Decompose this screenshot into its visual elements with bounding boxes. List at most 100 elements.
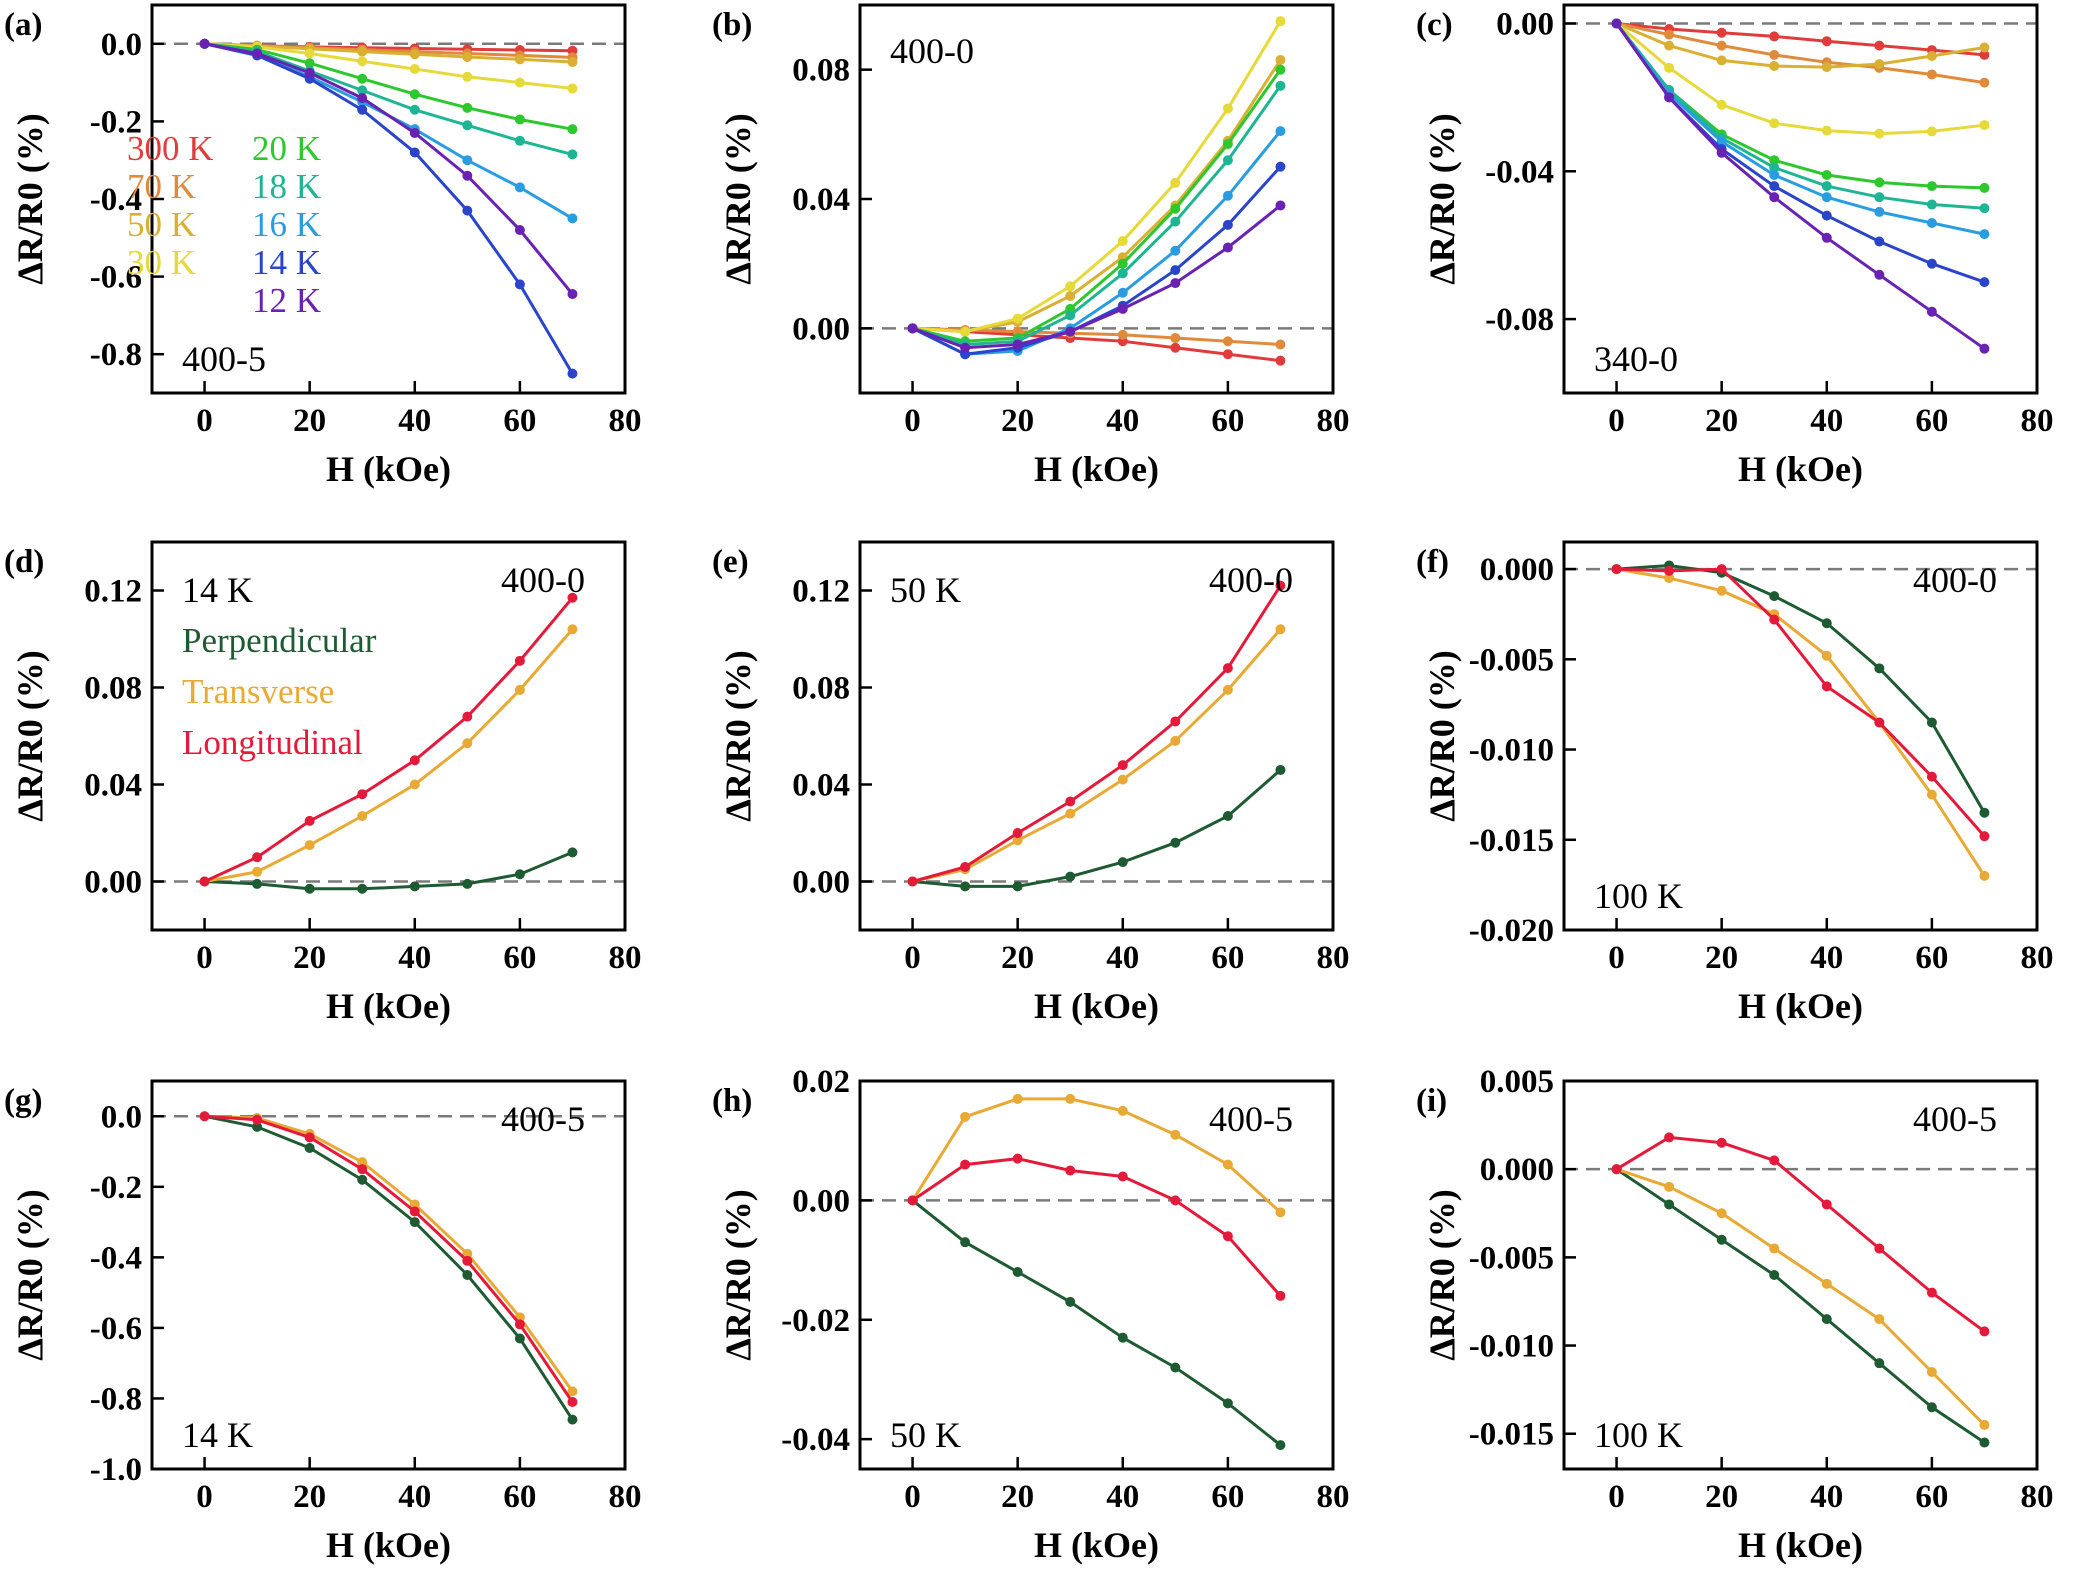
data-point — [1222, 190, 1233, 201]
y-axis-title: ΔR/R0 (%) — [718, 650, 758, 822]
data-point — [514, 135, 525, 146]
data-point — [1874, 206, 1885, 217]
x-tick-label: 20 — [1001, 403, 1034, 439]
y-tick-label: -0.015 — [1469, 1417, 1554, 1453]
y-tick-label: 0.12 — [84, 574, 142, 610]
series-line-1 — [204, 1114, 574, 1393]
x-tick-label: 60 — [1915, 1479, 1948, 1515]
data-point — [567, 1386, 578, 1397]
legend-entry: 20 K — [252, 129, 321, 168]
sample-annotation: 400-5 — [182, 339, 266, 379]
x-tick-label: 80 — [609, 940, 642, 976]
x-tick-label: 40 — [1106, 1479, 1139, 1515]
data-point — [1821, 181, 1832, 192]
data-point — [1012, 339, 1023, 350]
x-tick-label: 80 — [609, 403, 642, 439]
y-tick-label: -0.4 — [90, 1240, 142, 1276]
data-point — [1611, 18, 1622, 29]
y-axis-title: ΔR/R0 (%) — [718, 1189, 758, 1361]
data-point — [1874, 128, 1885, 139]
series-line-4 — [912, 68, 1282, 343]
series-line-1 — [912, 628, 1282, 883]
data-point — [1170, 177, 1181, 188]
legend-entry: Longitudinal — [182, 723, 363, 762]
data-point — [462, 711, 473, 722]
data-point — [1874, 40, 1885, 51]
data-point — [1664, 40, 1675, 51]
series-line-0 — [1615, 1167, 1986, 1444]
data-point — [1222, 811, 1233, 822]
data-point — [1926, 717, 1937, 728]
data-point — [1275, 580, 1286, 591]
data-point — [1117, 303, 1128, 314]
data-point — [1979, 229, 1990, 240]
legend-entry: 12 K — [252, 281, 321, 320]
temperature-annotation: 50 K — [890, 1415, 961, 1455]
series-line-2 — [911, 1157, 1282, 1297]
data-point — [567, 368, 578, 379]
data-point — [1821, 169, 1832, 180]
series-line-1 — [1616, 567, 1986, 877]
data-point — [1926, 199, 1937, 210]
data-point — [252, 48, 263, 59]
data-point — [1117, 236, 1128, 247]
data-point — [1275, 54, 1286, 65]
series-line-0 — [912, 326, 1281, 363]
panel-f: 0 20 40 60 80 0.000 -0.005 -0.010 -0.015 -0.020 H … — [1416, 540, 2054, 1026]
data-point — [1926, 258, 1937, 269]
data-point — [1222, 663, 1233, 674]
y-tick-label: -0.015 — [1469, 823, 1554, 859]
data-point — [1821, 125, 1832, 136]
sample-annotation: 400-5 — [1209, 1099, 1293, 1139]
data-point — [514, 225, 525, 236]
data-point — [1769, 614, 1780, 625]
data-point — [1926, 181, 1937, 192]
legend-entry: 70 K — [127, 167, 196, 206]
data-point — [409, 779, 420, 790]
y-tick-label: -0.8 — [90, 337, 142, 373]
series-line-0 — [1616, 22, 1985, 57]
data-point — [1275, 16, 1286, 27]
legend-entry: 18 K — [252, 167, 321, 206]
series-line-8 — [204, 42, 574, 296]
data-point — [1222, 1159, 1233, 1170]
data-point — [1716, 27, 1727, 38]
panel-label: (a) — [4, 7, 42, 43]
y-tick-label: -0.020 — [1469, 913, 1554, 949]
series-line-8 — [912, 204, 1282, 350]
temperature-annotation: 100 K — [1594, 876, 1683, 916]
x-tick-label: 80 — [1317, 1479, 1350, 1515]
x-tick-label: 60 — [1915, 940, 1948, 976]
data-point — [1222, 1398, 1233, 1409]
data-point — [1117, 329, 1128, 340]
data-point — [1979, 77, 1990, 88]
data-point — [1012, 828, 1023, 838]
data-point — [1716, 1234, 1727, 1245]
panel-c: 0 20 40 60 80 0.00 -0.04 -0.08 H (kOe) ΔR/R0 (%) (… — [1416, 3, 2054, 489]
data-point — [1170, 1129, 1181, 1140]
x-axis-title: H (kOe) — [1034, 1525, 1159, 1565]
data-point — [1926, 218, 1937, 229]
data-point — [1874, 177, 1885, 188]
data-point — [1012, 881, 1023, 892]
y-tick-label: 0.00 — [792, 865, 850, 901]
data-point — [1874, 59, 1885, 70]
data-point — [1716, 1208, 1727, 1219]
data-point — [1926, 50, 1937, 61]
data-point — [357, 789, 368, 800]
data-point — [1065, 808, 1076, 819]
data-point — [567, 149, 578, 160]
y-tick-label: 0.00 — [1496, 6, 1554, 42]
data-point — [409, 881, 420, 892]
data-point — [567, 624, 578, 635]
x-tick-label: 40 — [1810, 940, 1843, 976]
data-point — [462, 1255, 473, 1266]
data-point — [1664, 1132, 1675, 1143]
data-point — [1821, 36, 1832, 47]
data-point — [1170, 342, 1181, 353]
panel-label: (c) — [1416, 7, 1453, 43]
plot-frame — [858, 1079, 1335, 1471]
panel-e: 0 20 40 60 80 0.00 0.04 0.08 0.12 H (kOe) ΔR/R0 (%… — [712, 540, 1350, 1026]
panel-a: 0 20 40 60 80 0.0 -0.2 -0.4 -0.6 -0.8 H (kOe) ΔR/R0… — [4, 3, 642, 489]
data-point — [514, 54, 525, 65]
